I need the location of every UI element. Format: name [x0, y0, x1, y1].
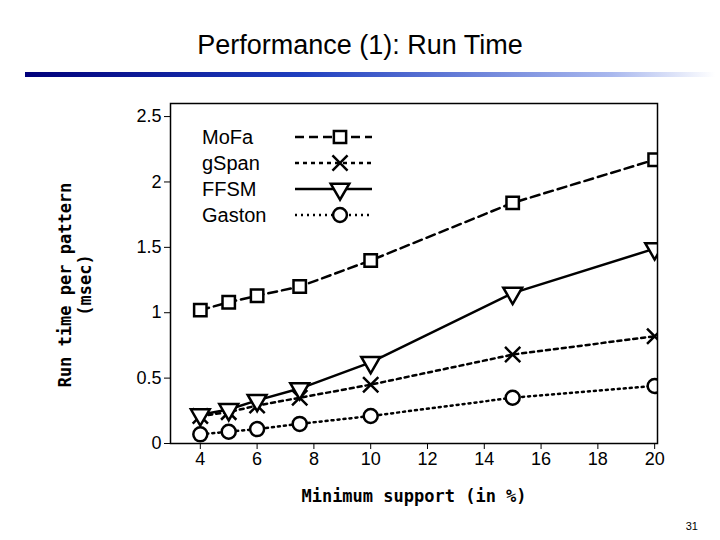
svg-text:8: 8 — [309, 449, 319, 469]
html-text:Run time per pattern (msec): Run time per pattern (msec) — [55, 182, 95, 388]
svg-text:20: 20 — [645, 449, 665, 469]
svg-text:gSpan: gSpan — [202, 152, 260, 174]
svg-text:1: 1 — [151, 302, 161, 322]
svg-text:FFSM: FFSM — [202, 178, 256, 200]
html-text:Performance (1): Run Time: Performance (1): Run Time — [197, 30, 523, 60]
svg-text:MoFa: MoFa — [202, 126, 254, 148]
svg-text:18: 18 — [588, 449, 608, 469]
svg-text:1.5: 1.5 — [136, 237, 161, 257]
svg-text:2: 2 — [151, 172, 161, 192]
svg-text:12: 12 — [417, 449, 437, 469]
svg-text:0: 0 — [151, 433, 161, 453]
svg-text:Gaston: Gaston — [202, 204, 266, 226]
svg-text:6: 6 — [252, 449, 262, 469]
svg-text:10: 10 — [361, 449, 381, 469]
svg-text:2.5: 2.5 — [136, 106, 161, 126]
svg-text:0.5: 0.5 — [136, 368, 161, 388]
svg-text:4: 4 — [195, 449, 205, 469]
html-text:31: 31 — [685, 520, 698, 532]
svg-text:14: 14 — [474, 449, 494, 469]
svg-text:16: 16 — [531, 449, 551, 469]
svg-text:Minimum support (in %): Minimum support (in %) — [301, 486, 526, 506]
